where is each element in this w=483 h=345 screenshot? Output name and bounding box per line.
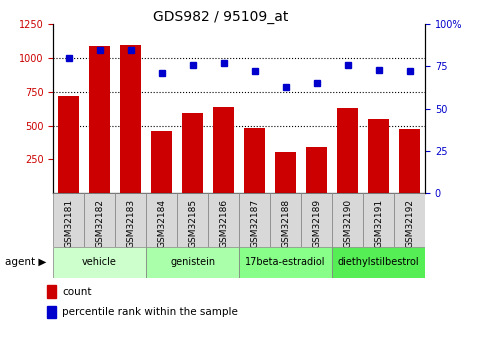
Text: GSM32183: GSM32183 xyxy=(126,198,135,248)
Bar xyxy=(332,193,363,247)
Text: GSM32188: GSM32188 xyxy=(281,198,290,248)
Text: GDS982 / 95109_at: GDS982 / 95109_at xyxy=(153,10,288,24)
Bar xyxy=(146,247,239,278)
Text: percentile rank within the sample: percentile rank within the sample xyxy=(62,307,238,317)
Bar xyxy=(363,193,394,247)
Text: GSM32184: GSM32184 xyxy=(157,198,166,248)
Bar xyxy=(368,119,389,193)
Bar xyxy=(115,193,146,247)
Bar xyxy=(208,193,239,247)
Bar xyxy=(275,152,297,193)
Bar xyxy=(337,108,358,193)
Bar xyxy=(47,306,57,318)
Text: genistein: genistein xyxy=(170,257,215,267)
Text: count: count xyxy=(62,287,92,296)
Bar xyxy=(332,247,425,278)
Bar xyxy=(53,247,146,278)
Text: GSM32190: GSM32190 xyxy=(343,198,352,248)
Text: agent ▶: agent ▶ xyxy=(5,257,46,267)
Bar xyxy=(53,193,84,247)
Text: GSM32189: GSM32189 xyxy=(312,198,321,248)
Bar xyxy=(270,193,301,247)
Bar xyxy=(58,96,80,193)
Text: 17beta-estradiol: 17beta-estradiol xyxy=(245,257,326,267)
Bar xyxy=(182,114,203,193)
Text: GSM32187: GSM32187 xyxy=(250,198,259,248)
Bar xyxy=(89,46,111,193)
Bar xyxy=(177,193,208,247)
Text: GSM32182: GSM32182 xyxy=(95,198,104,248)
Bar xyxy=(120,45,142,193)
Bar xyxy=(239,193,270,247)
Bar xyxy=(244,128,266,193)
Bar xyxy=(306,147,327,193)
Bar xyxy=(394,193,425,247)
Text: diethylstilbestrol: diethylstilbestrol xyxy=(338,257,419,267)
Text: GSM32191: GSM32191 xyxy=(374,198,383,248)
Text: GSM32192: GSM32192 xyxy=(405,198,414,248)
Bar xyxy=(47,285,57,298)
Text: vehicle: vehicle xyxy=(82,257,117,267)
Bar xyxy=(151,131,172,193)
Bar xyxy=(239,247,332,278)
Bar xyxy=(146,193,177,247)
Text: GSM32181: GSM32181 xyxy=(64,198,73,248)
Text: GSM32186: GSM32186 xyxy=(219,198,228,248)
Bar xyxy=(398,129,420,193)
Bar xyxy=(213,107,234,193)
Text: GSM32185: GSM32185 xyxy=(188,198,197,248)
Bar xyxy=(84,193,115,247)
Bar xyxy=(301,193,332,247)
